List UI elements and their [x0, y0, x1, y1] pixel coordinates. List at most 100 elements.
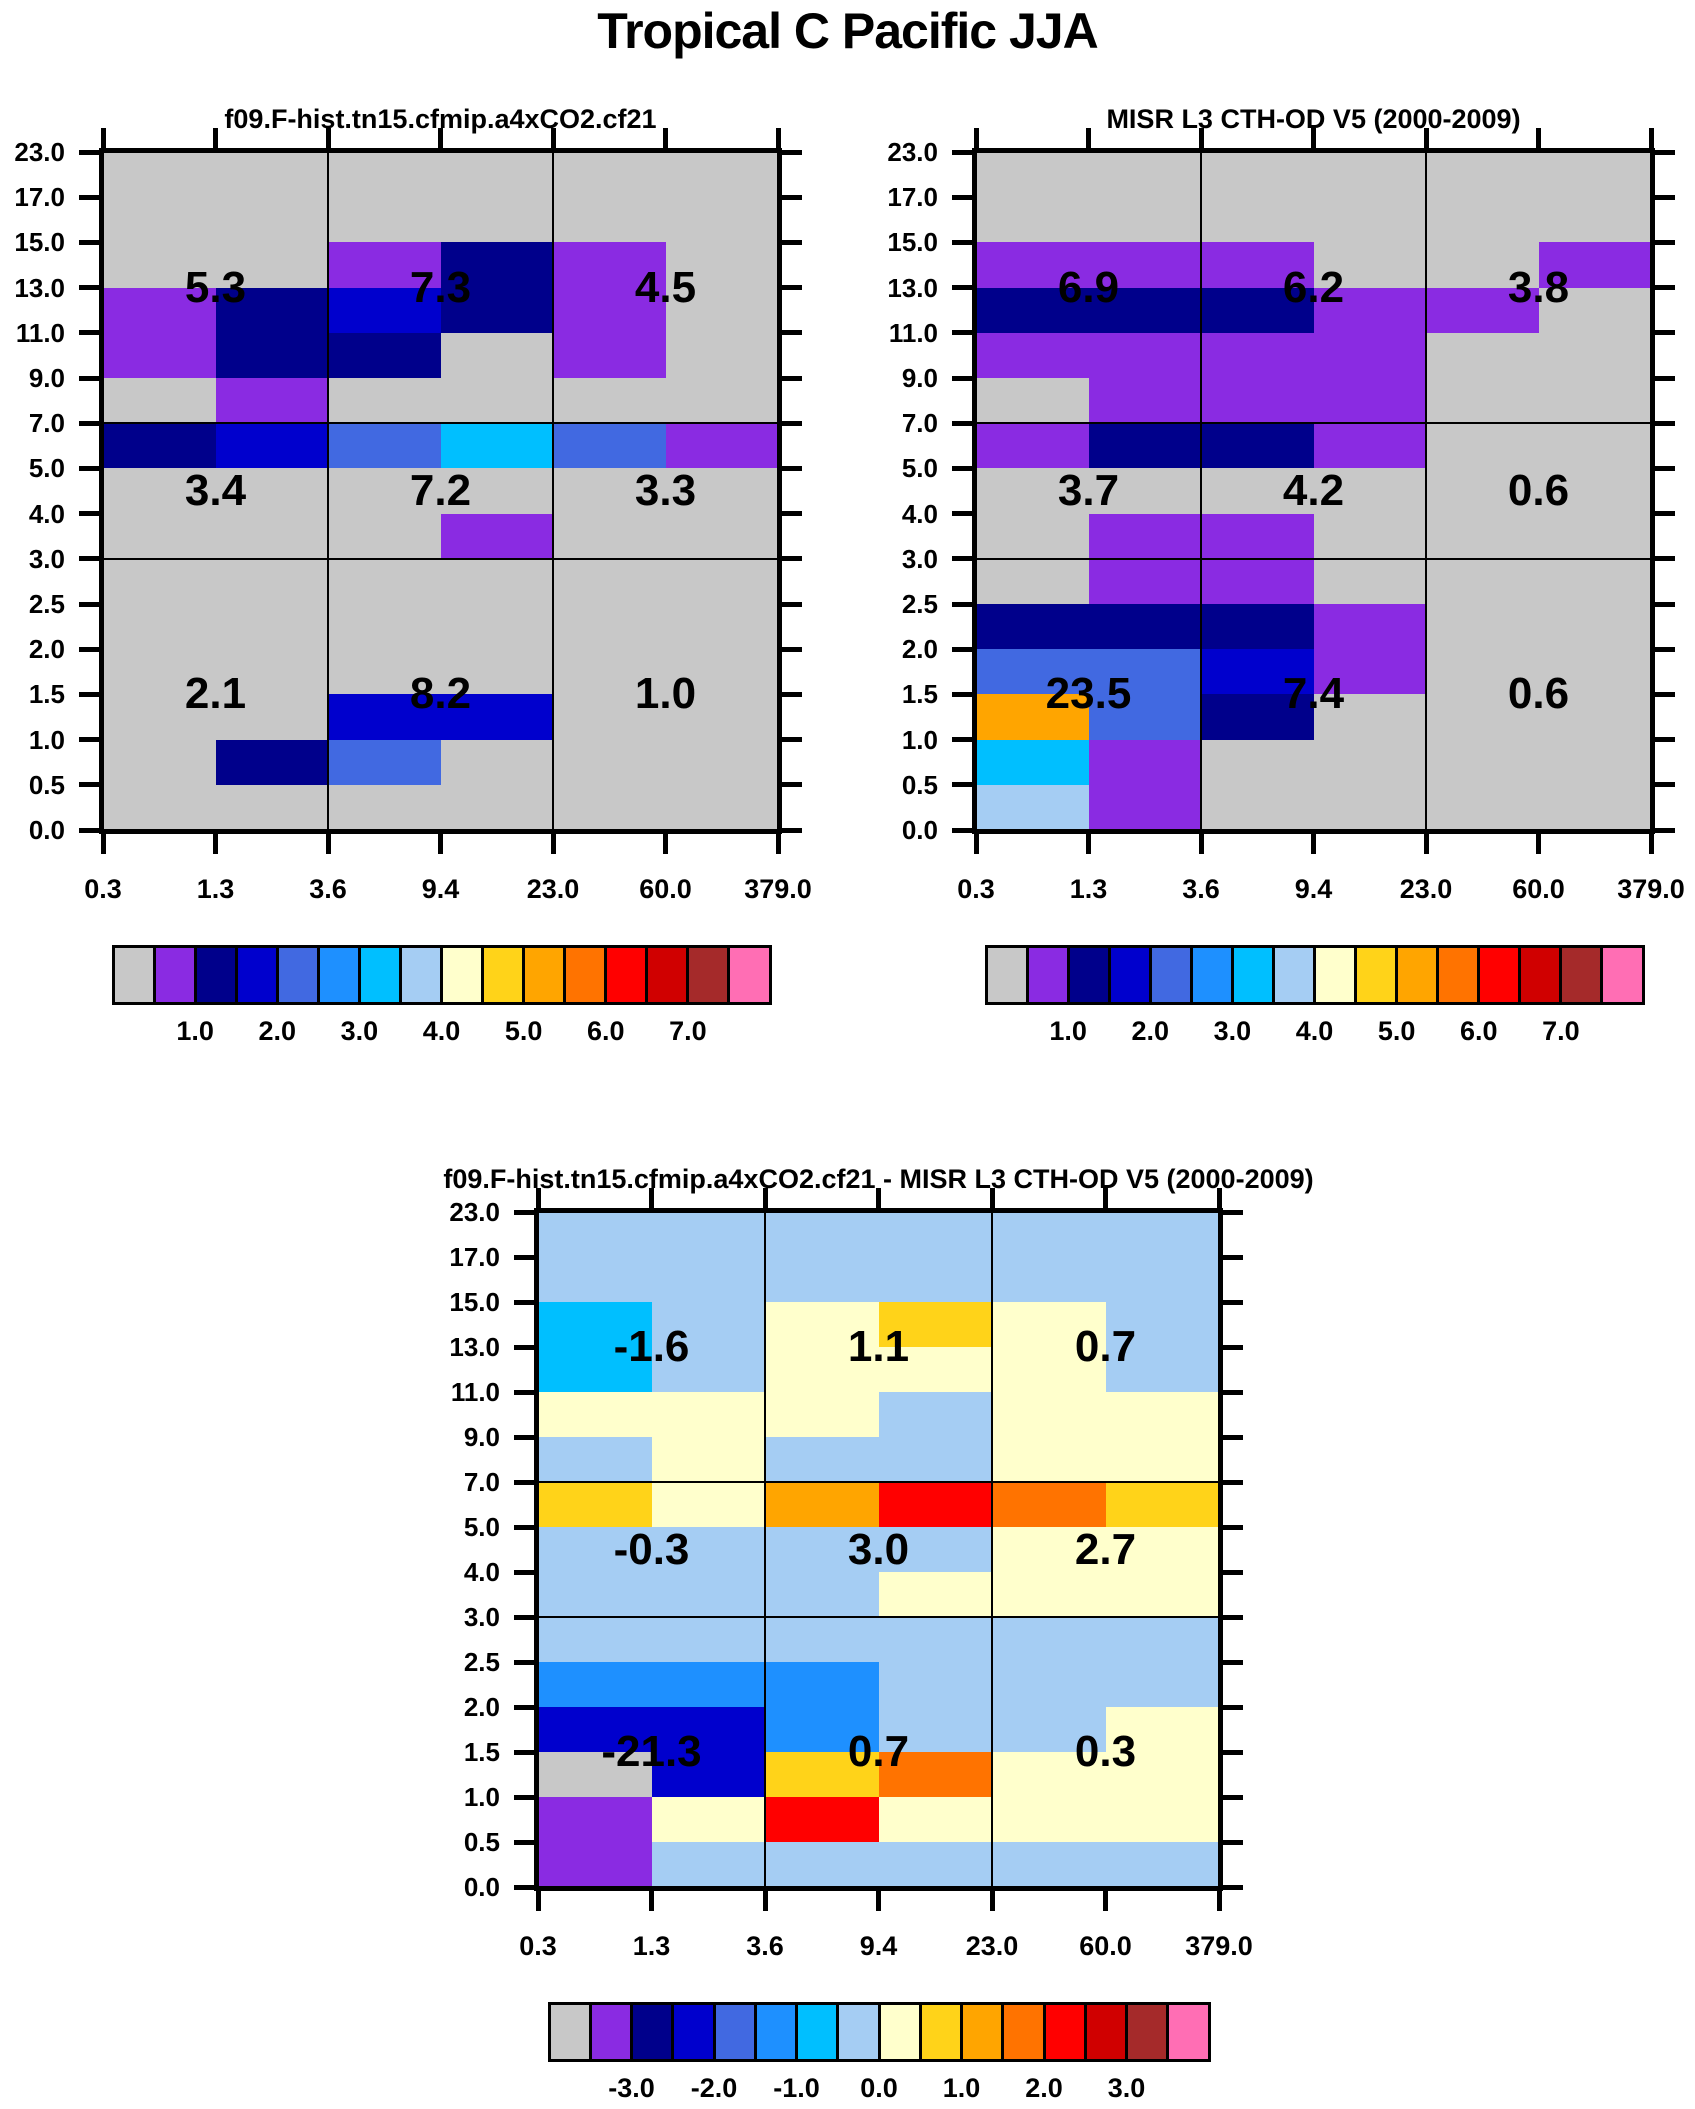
colorbar-tick-label: 5.0	[1377, 1016, 1416, 1046]
heatmap-cell	[328, 378, 442, 425]
colorbar-tick-label: 0.0	[860, 2073, 898, 2103]
y-axis-tick	[782, 375, 802, 381]
x-tick-label: 60.0	[1079, 1931, 1132, 1961]
y-tick-label: 2.0	[901, 634, 938, 665]
heatmap-cell	[103, 468, 217, 515]
block-sum-label: 3.0	[847, 1524, 910, 1574]
heatmap-cell	[103, 378, 217, 425]
colorbar-tick-label: 3.0	[340, 1016, 379, 1046]
y-tick-label: 4.0	[28, 498, 65, 529]
heatmap-cell	[976, 152, 1090, 199]
heatmap-cell	[1538, 604, 1653, 651]
colorbar-swatch	[275, 945, 320, 1005]
heatmap-cell	[1426, 739, 1540, 786]
colorbar-swatch	[1230, 945, 1275, 1005]
colorbar-swatch	[1518, 945, 1563, 1005]
y-tick-label: 0.5	[28, 769, 65, 800]
y-tick-label: 1.0	[28, 724, 65, 755]
y-axis-tick	[952, 601, 972, 607]
y-tick-label: 3.0	[28, 543, 65, 574]
colorbar-swatch	[152, 945, 197, 1005]
y-axis-tick	[782, 691, 802, 697]
heatmap-cell	[992, 1797, 1107, 1844]
heatmap-cell	[440, 287, 555, 334]
heatmap-cell	[1538, 152, 1653, 199]
heatmap-cell	[103, 332, 217, 380]
y-tick-label: 15.0	[887, 227, 938, 258]
x-axis-tick	[1536, 128, 1541, 148]
heatmap-cell	[665, 513, 780, 560]
heatmap-cell	[1088, 332, 1203, 380]
heatmap-cell	[1088, 558, 1203, 606]
heatmap-cell	[1426, 558, 1540, 606]
block-sum-label: -21.3	[601, 1727, 702, 1776]
block-separator-vertical	[1424, 152, 1428, 830]
y-axis-tick	[952, 691, 972, 697]
y-tick-label: 2.5	[28, 589, 65, 619]
x-tick-label: 379.0	[1185, 1931, 1253, 1961]
heatmap-cell	[665, 197, 780, 244]
colorbar-tick-label: 1.0	[942, 2073, 981, 2103]
y-tick-label: 4.0	[901, 498, 938, 529]
x-axis-tick	[1536, 834, 1541, 854]
x-tick-label: 9.4	[859, 1931, 898, 1961]
colorbar-swatch	[1166, 2002, 1211, 2062]
colorbar-swatch	[795, 2002, 840, 2062]
y-tick-label: 9.0	[901, 363, 938, 393]
y-axis-tick	[782, 601, 802, 607]
y-axis-tick	[514, 1614, 534, 1620]
heatmap-cell	[765, 1212, 880, 1259]
heatmap-cell	[1538, 287, 1653, 334]
heatmap-cell	[992, 1257, 1107, 1304]
y-tick-label: 1.5	[901, 679, 938, 710]
y-axis-tick	[1655, 646, 1675, 652]
heatmap-cell	[1201, 287, 1315, 334]
x-axis-tick	[213, 834, 218, 854]
x-axis-tick	[649, 1891, 654, 1911]
x-axis-tick	[876, 1891, 881, 1911]
heatmap-cell	[1313, 558, 1428, 606]
y-axis-tick	[1223, 1299, 1243, 1305]
y-axis-tick	[1655, 420, 1675, 426]
x-tick-label: 1.3	[1069, 874, 1108, 904]
heatmap-cell	[651, 1392, 767, 1439]
heatmap-cell	[1105, 1302, 1221, 1349]
heatmap-cell	[1105, 1257, 1221, 1304]
x-axis-tick	[535, 1188, 541, 1208]
heatmap-cell	[1538, 242, 1653, 289]
heatmap-cell	[878, 1617, 994, 1664]
y-tick-label: 1.0	[463, 1782, 500, 1812]
heatmap-cell	[992, 1752, 1107, 1799]
y-tick-label: 17.0	[14, 182, 65, 213]
heatmap-cell	[440, 242, 555, 289]
heatmap-cell	[765, 1482, 880, 1529]
heatmap-cell	[976, 242, 1090, 289]
colorbar-tick-label: 3.0	[1107, 2073, 1146, 2103]
colorbar-swatch	[1148, 945, 1193, 1005]
heatmap-cell	[651, 1437, 767, 1484]
heatmap-cell	[651, 1797, 767, 1844]
heatmap-cell	[765, 1302, 880, 1349]
heatmap-cell	[215, 604, 330, 651]
heatmap-cell	[1426, 152, 1540, 199]
y-tick-label: 9.0	[463, 1422, 500, 1452]
heatmap-cell	[765, 1527, 880, 1574]
heatmap-cell	[665, 152, 780, 199]
y-axis-tick	[782, 239, 802, 245]
heatmap-cell	[1201, 468, 1315, 515]
block-sum-label: 2.1	[184, 669, 247, 719]
heatmap-cell	[1313, 513, 1428, 560]
y-tick-label: 11.0	[450, 1377, 500, 1407]
heatmap-cell	[538, 1212, 653, 1259]
heatmap-cell	[1088, 468, 1203, 515]
heatmap-cell	[1313, 784, 1428, 832]
y-axis-tick	[79, 511, 99, 517]
heatmap-cell	[1538, 784, 1653, 832]
heatmap-cell	[1088, 378, 1203, 425]
y-axis-tick	[782, 646, 802, 652]
heatmap-cell	[328, 287, 442, 334]
heatmap-cell	[976, 378, 1090, 425]
heatmap-cell	[1426, 287, 1540, 334]
colorbar-tick-label: 7.0	[669, 1016, 707, 1046]
colorbar-swatch	[1600, 945, 1645, 1005]
